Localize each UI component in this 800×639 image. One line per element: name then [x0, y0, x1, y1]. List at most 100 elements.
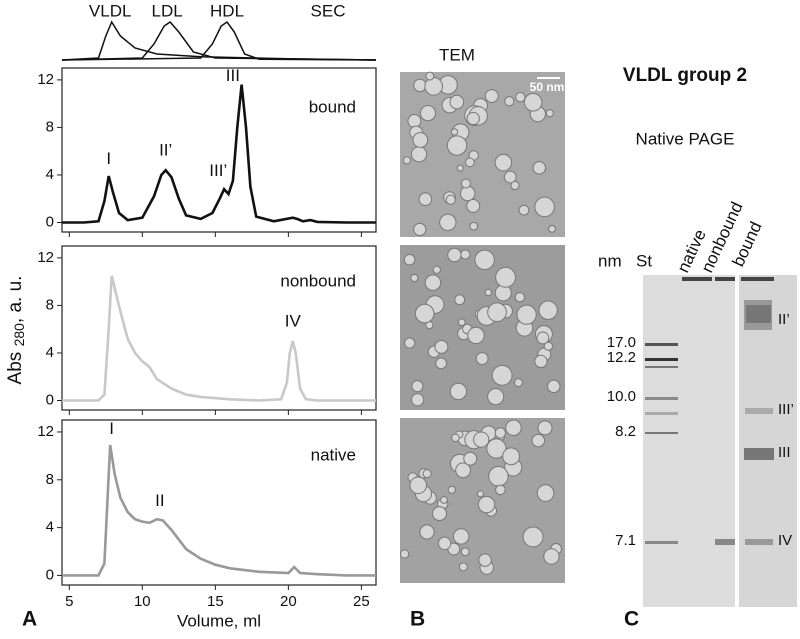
tem-particle	[460, 178, 471, 189]
tem-particle	[548, 225, 556, 233]
tem-particle	[435, 357, 448, 370]
gel-band	[645, 358, 678, 361]
y-label-sub: 280	[11, 323, 27, 347]
plot-frame	[61, 245, 377, 411]
tem-particle	[477, 495, 496, 514]
tem-particle	[456, 164, 464, 172]
tem-particle	[418, 192, 433, 206]
tem-particle	[463, 451, 478, 466]
chromatogram-line	[62, 84, 376, 224]
sec-peak-label: VLDL	[89, 1, 132, 20]
tem-particle	[447, 485, 456, 494]
x-tick-label: 20	[280, 593, 297, 610]
tem-particle	[466, 198, 481, 213]
size-label: 10.0	[607, 388, 636, 405]
tem-particle	[411, 380, 424, 393]
gel-band	[645, 541, 678, 544]
tem-particle	[502, 447, 521, 466]
tem-particle	[487, 302, 507, 323]
y-tick-label: 0	[46, 566, 54, 583]
tem-particle	[403, 253, 416, 266]
x-tick-label: 10	[134, 593, 151, 610]
gel	[739, 275, 797, 607]
tem-particle	[476, 490, 484, 498]
size-label: 17.0	[607, 334, 636, 351]
tem-particle	[486, 438, 507, 459]
tem-particle	[407, 114, 422, 128]
tem-particle	[449, 382, 468, 401]
tem-particle	[516, 304, 537, 325]
y-tick-label: 0	[46, 213, 54, 230]
gel	[643, 275, 735, 607]
tem-particle	[409, 476, 427, 495]
tem-particle	[534, 196, 555, 218]
gel-band	[645, 343, 678, 346]
x-axis-label: Volume, ml	[177, 611, 261, 630]
panel-label: B	[410, 608, 425, 631]
tem-particle	[437, 536, 452, 551]
size-label: 7.1	[615, 532, 636, 549]
peak-label: I	[109, 419, 114, 438]
lane-label: St	[636, 251, 652, 270]
sec-line	[61, 21, 377, 61]
tem-particle	[536, 484, 555, 502]
tem-particle	[514, 378, 523, 388]
tem-particle	[473, 431, 490, 448]
tem-particle	[457, 318, 466, 327]
tem-particle	[515, 92, 526, 103]
gel-band	[645, 432, 678, 434]
tem-particle	[469, 221, 479, 231]
gel-unit: nm	[598, 251, 622, 270]
tem-particle	[447, 247, 462, 263]
tem-particle	[440, 496, 448, 504]
tem-particle	[402, 156, 411, 165]
y-tick-label: 4	[46, 344, 54, 361]
y-tick-label: 12	[37, 249, 54, 266]
y-tick-label: 12	[37, 71, 54, 88]
tem-particle	[434, 340, 449, 354]
tem-particle	[419, 524, 435, 540]
tem-particle	[413, 78, 427, 93]
tem-particle	[543, 341, 554, 351]
tem-particle	[424, 77, 443, 96]
sec-peak-label: LDL	[152, 1, 183, 20]
tem-particle	[449, 94, 465, 110]
tem-particle	[484, 288, 493, 297]
tem-particle	[412, 132, 429, 148]
tem-particle	[451, 433, 460, 443]
tem-particle	[455, 462, 471, 479]
chromatogram-line	[62, 444, 376, 577]
panel-title: native	[311, 445, 356, 464]
tem-particle	[458, 562, 468, 572]
tem-particle	[545, 109, 554, 118]
tem-title: TEM	[439, 45, 475, 64]
tem-particle	[543, 548, 560, 565]
tem-particle	[425, 71, 435, 81]
x-tick-label: 15	[207, 593, 224, 610]
tem-particle	[459, 185, 476, 202]
tem-particle	[491, 364, 513, 386]
tem-particle	[399, 549, 410, 559]
peak-label: IV	[285, 312, 302, 331]
size-label: 12.2	[607, 349, 636, 366]
peak-label: II’	[159, 141, 172, 160]
band-label: III	[778, 444, 791, 461]
tem-particle	[422, 469, 432, 479]
gel-title: VLDL group 2	[623, 65, 747, 86]
tem-particle	[503, 170, 517, 184]
peak-label: III	[226, 66, 240, 85]
y-label-main: Abs	[5, 346, 26, 384]
tem-particle	[510, 180, 520, 191]
y-label-rest: , a. u.	[5, 276, 26, 324]
tem-particle	[466, 111, 480, 126]
tem-particle	[445, 194, 456, 205]
tem-particle	[538, 300, 558, 320]
tem-particle	[532, 161, 547, 175]
panel-title: nonbound	[280, 271, 356, 290]
tem-particle	[494, 153, 513, 172]
tem-particle	[547, 379, 561, 394]
plot-frame	[61, 419, 377, 586]
tem-particle	[432, 506, 448, 522]
